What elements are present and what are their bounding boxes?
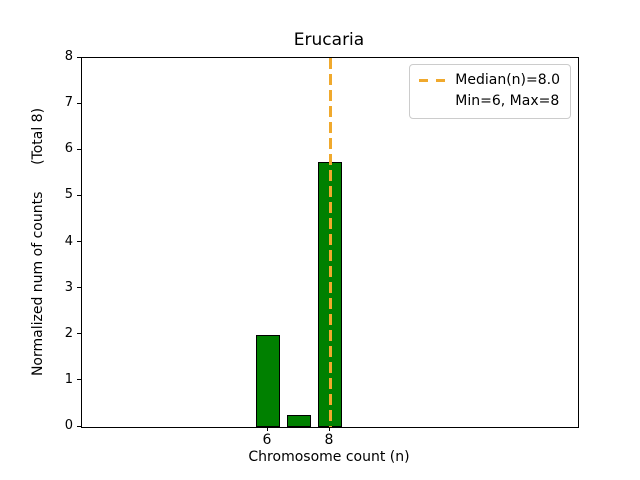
empty-swatch (419, 100, 445, 103)
x-tick-label: 8 (324, 432, 334, 448)
legend-label-minmax: Min=6, Max=8 (455, 93, 560, 109)
x-tick-mark (266, 427, 268, 431)
legend-entry-median: Median(n)=8.0 (419, 70, 560, 91)
y-tick-label: 5 (64, 187, 73, 203)
y-tick-mark (77, 333, 81, 335)
chart-title: Erucaria (293, 30, 365, 50)
x-tick-label: 6 (262, 432, 272, 448)
y-tick-mark (77, 425, 81, 427)
legend-label-median: Median(n)=8.0 (455, 72, 560, 88)
y-tick-label: 7 (64, 95, 73, 111)
y-tick-mark (77, 56, 81, 58)
legend-entry-minmax: Min=6, Max=8 (419, 91, 560, 112)
y-tick-mark (77, 102, 81, 104)
bar (255, 334, 281, 427)
legend: Median(n)=8.0 Min=6, Max=8 (409, 64, 571, 119)
y-tick-mark (77, 379, 81, 381)
plot-area: Median(n)=8.0 Min=6, Max=8 (81, 57, 579, 428)
median-dashed-line-swatch (419, 79, 446, 82)
y-tick-label: 8 (64, 49, 73, 64)
y-tick-mark (77, 148, 81, 150)
y-tick-label: 0 (64, 418, 73, 433)
median-line (328, 58, 332, 427)
y-tick-label: 6 (64, 141, 73, 157)
y-tick-label: 1 (64, 371, 73, 387)
y-tick-label: 2 (64, 325, 73, 341)
x-tick-mark (328, 427, 330, 431)
y-tick-mark (77, 194, 81, 196)
y-tick-mark (77, 287, 81, 289)
y-tick-label: 3 (64, 279, 73, 295)
y-tick-label: 4 (64, 233, 73, 249)
y-tick-mark (77, 241, 81, 242)
bar (286, 415, 312, 427)
x-axis-label: Chromosome count (n) (248, 449, 410, 465)
